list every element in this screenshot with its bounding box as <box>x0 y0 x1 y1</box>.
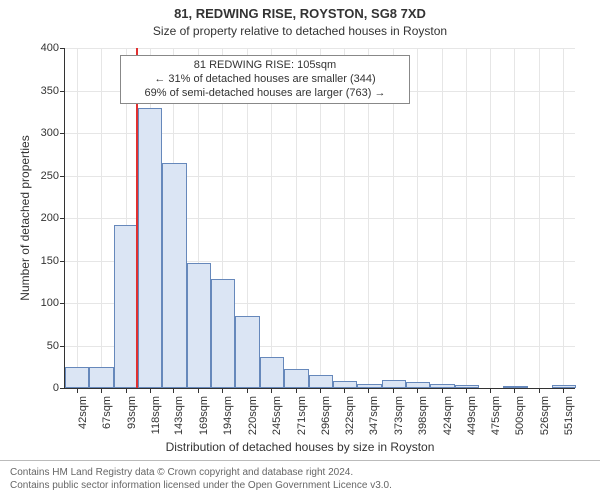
histogram-bar <box>455 385 479 388</box>
ytick-mark <box>60 176 65 177</box>
xtick-mark <box>417 388 418 393</box>
xtick-mark <box>442 388 443 393</box>
xtick-label: 245sqm <box>271 396 283 435</box>
xtick-label: 93sqm <box>126 396 138 429</box>
xtick-label: 143sqm <box>173 396 185 435</box>
xtick-label: 475sqm <box>490 396 502 435</box>
histogram-bar <box>309 375 333 388</box>
container: 81, REDWING RISE, ROYSTON, SG8 7XD Size … <box>0 0 600 500</box>
page-title: 81, REDWING RISE, ROYSTON, SG8 7XD <box>0 6 600 21</box>
xtick-label: 67sqm <box>101 396 113 429</box>
xtick-label: 118sqm <box>150 396 162 434</box>
ytick-label: 300 <box>41 127 59 139</box>
gridline-v <box>417 48 418 388</box>
xtick-mark <box>368 388 369 393</box>
xtick-label: 500sqm <box>514 396 526 435</box>
histogram-bar <box>284 369 308 388</box>
x-axis-label: Distribution of detached houses by size … <box>0 440 600 454</box>
ytick-mark <box>60 303 65 304</box>
annotation-box: 81 REDWING RISE: 105sqm ← 31% of detache… <box>120 55 410 104</box>
ytick-label: 50 <box>47 340 59 352</box>
histogram-bar <box>406 382 430 388</box>
annotation-line-2: ← 31% of detached houses are smaller (34… <box>127 73 403 87</box>
histogram-bar <box>211 279 235 388</box>
ytick-label: 250 <box>41 170 59 182</box>
histogram-bar <box>357 384 381 388</box>
xtick-label: 347sqm <box>368 396 380 435</box>
xtick-mark <box>271 388 272 393</box>
xtick-label: 373sqm <box>393 396 405 435</box>
xtick-mark <box>344 388 345 393</box>
xtick-mark <box>539 388 540 393</box>
xtick-mark <box>222 388 223 393</box>
ytick-label: 200 <box>41 212 59 224</box>
gridline-v <box>514 48 515 388</box>
ytick-label: 350 <box>41 85 59 97</box>
histogram-bar <box>235 316 259 388</box>
xtick-mark <box>320 388 321 393</box>
gridline-v <box>101 48 102 388</box>
footer-line-2: Contains public sector information licen… <box>10 480 590 493</box>
histogram-bar <box>382 380 406 389</box>
histogram-bar <box>89 367 113 388</box>
xtick-mark <box>563 388 564 393</box>
histogram-bar <box>65 367 89 388</box>
histogram-bar <box>187 263 211 388</box>
xtick-label: 220sqm <box>247 396 259 435</box>
annotation-line-1: 81 REDWING RISE: 105sqm <box>127 59 403 73</box>
gridline-v <box>539 48 540 388</box>
gridline-v <box>77 48 78 388</box>
xtick-mark <box>514 388 515 393</box>
histogram-bar <box>503 386 527 388</box>
xtick-label: 169sqm <box>198 396 210 435</box>
xtick-mark <box>198 388 199 393</box>
histogram-bar <box>333 381 357 388</box>
ytick-mark <box>60 346 65 347</box>
xtick-label: 449sqm <box>466 396 478 435</box>
xtick-mark <box>173 388 174 393</box>
gridline-v <box>442 48 443 388</box>
ytick-label: 400 <box>41 42 59 54</box>
xtick-mark <box>247 388 248 393</box>
xtick-mark <box>393 388 394 393</box>
histogram-bar <box>260 357 284 388</box>
xtick-label: 424sqm <box>442 396 454 435</box>
xtick-mark <box>490 388 491 393</box>
ytick-label: 0 <box>53 382 59 394</box>
xtick-mark <box>126 388 127 393</box>
annotation-line-3: 69% of semi-detached houses are larger (… <box>127 87 403 101</box>
page-subtitle: Size of property relative to detached ho… <box>0 24 600 38</box>
footer: Contains HM Land Registry data © Crown c… <box>0 460 600 500</box>
histogram-bar <box>162 163 186 388</box>
ytick-mark <box>60 133 65 134</box>
histogram-bar <box>138 108 162 389</box>
ytick-mark <box>60 91 65 92</box>
y-axis-label: Number of detached properties <box>18 135 32 300</box>
xtick-mark <box>150 388 151 393</box>
xtick-label: 551sqm <box>563 396 575 435</box>
xtick-mark <box>466 388 467 393</box>
ytick-label: 100 <box>41 297 59 309</box>
histogram-bar <box>552 385 576 388</box>
xtick-label: 42sqm <box>77 396 89 429</box>
ytick-mark <box>60 48 65 49</box>
ytick-mark <box>60 261 65 262</box>
xtick-mark <box>77 388 78 393</box>
xtick-mark <box>101 388 102 393</box>
xtick-label: 398sqm <box>417 396 429 435</box>
ytick-label: 150 <box>41 255 59 267</box>
histogram-bar <box>114 225 138 388</box>
footer-line-1: Contains HM Land Registry data © Crown c… <box>10 467 590 480</box>
xtick-mark <box>296 388 297 393</box>
ytick-mark <box>60 218 65 219</box>
xtick-label: 271sqm <box>296 396 308 435</box>
gridline-v <box>466 48 467 388</box>
xtick-label: 322sqm <box>344 396 356 435</box>
xtick-label: 526sqm <box>539 396 551 435</box>
xtick-label: 296sqm <box>320 396 332 435</box>
gridline-v <box>563 48 564 388</box>
gridline-v <box>490 48 491 388</box>
ytick-mark <box>60 388 65 389</box>
xtick-label: 194sqm <box>222 396 234 435</box>
